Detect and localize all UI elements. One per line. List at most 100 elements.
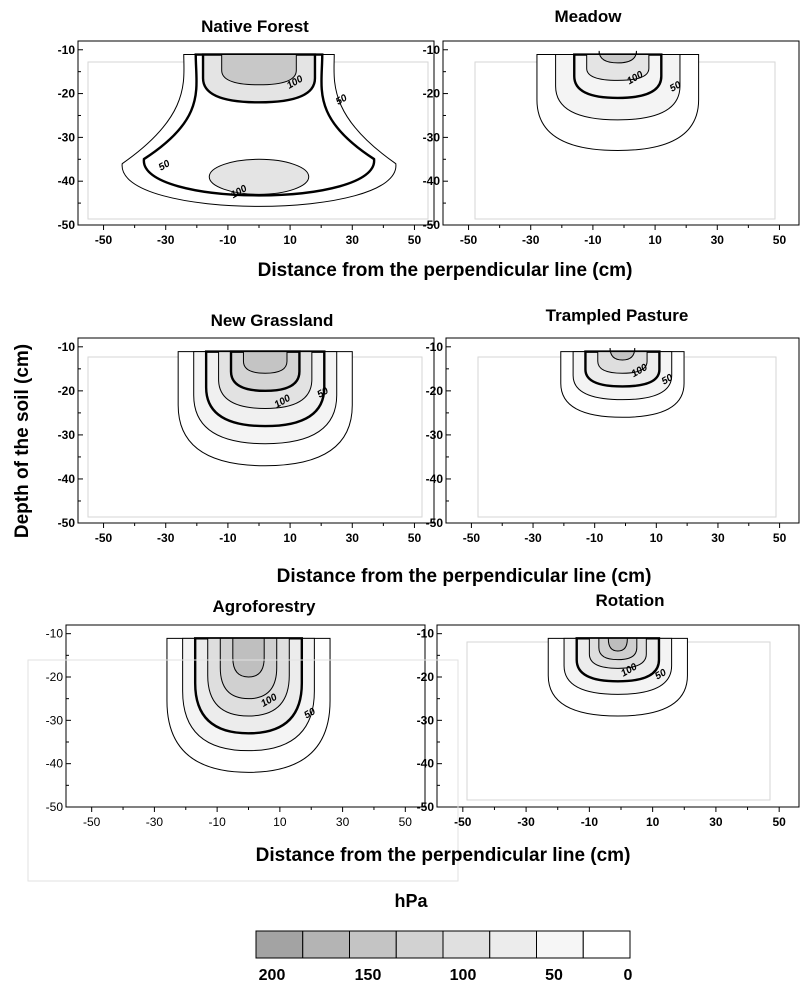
contour-band <box>609 348 636 361</box>
contour-label: 50 <box>315 385 331 400</box>
y-tick-label: -20 <box>46 670 64 684</box>
x-tick-label: -30 <box>517 815 535 829</box>
x-tick-label: -50 <box>95 531 113 545</box>
legend-swatch <box>536 930 584 959</box>
y-tick-label: -10 <box>58 340 76 354</box>
y-tick-label: -20 <box>58 384 76 398</box>
y-tick-label: -30 <box>58 130 76 144</box>
y-axis-title: Depth of the soil (cm) <box>12 344 33 538</box>
x-tick-label: -50 <box>83 815 101 829</box>
x-tick-label: 30 <box>336 815 350 829</box>
contour-label: 50 <box>302 706 318 721</box>
legend-swatch <box>582 930 631 959</box>
x-tick-label: 10 <box>646 815 660 829</box>
x-tick-label: 10 <box>648 233 662 247</box>
y-tick-label: -10 <box>417 627 435 641</box>
x-tick-label: -10 <box>219 233 237 247</box>
y-tick-label: -10 <box>426 340 444 354</box>
y-tick-label: -20 <box>417 670 435 684</box>
x-tick-label: -30 <box>157 531 175 545</box>
panel-title-new-grassland: New Grassland <box>211 311 334 330</box>
contour-band <box>221 54 297 86</box>
contour-label: 50 <box>653 667 669 682</box>
y-tick-label: -10 <box>423 43 441 57</box>
legend-swatch <box>349 930 397 959</box>
panel-new-grassland: 100 50-10-20-30-40-50-50 -30 -10 10 30 50 <box>58 337 435 545</box>
y-tick-label: -50 <box>58 218 76 232</box>
legend-swatch <box>255 930 304 959</box>
panel-title-native-forest: Native Forest <box>201 17 309 36</box>
y-tick-label: -30 <box>423 130 441 144</box>
x-tick-label: 30 <box>711 531 725 545</box>
color-legend: 200 150 100 50 0 <box>255 930 633 984</box>
x-tick-label: -30 <box>146 815 164 829</box>
x-tick-label: 30 <box>346 531 360 545</box>
panel-title-agroforestry: Agroforestry <box>213 597 317 616</box>
x-tick-label: 50 <box>773 815 787 829</box>
x-tick-label: -30 <box>522 233 540 247</box>
legend-tick-label: 150 <box>355 967 382 984</box>
contour-label: 50 <box>157 158 173 173</box>
y-tick-label: -20 <box>58 87 76 101</box>
y-tick-label: -20 <box>423 87 441 101</box>
x-tick-label: 10 <box>283 233 297 247</box>
y-tick-label: -50 <box>417 800 435 814</box>
legend-swatch <box>442 930 491 959</box>
y-tick-label: -30 <box>426 428 444 442</box>
contour-band <box>208 158 310 195</box>
legend-tick-label: 100 <box>450 967 477 984</box>
x-axis-title-3: Distance from the perpendicular line (cm… <box>256 845 631 866</box>
y-tick-label: -10 <box>46 627 64 641</box>
x-axis-title-1: Distance from the perpendicular line (cm… <box>258 260 633 281</box>
y-tick-label: -40 <box>417 757 435 771</box>
panel-title-rotation: Rotation <box>596 591 665 610</box>
x-tick-label: -30 <box>524 531 542 545</box>
x-tick-label: -50 <box>454 815 472 829</box>
y-tick-label: -40 <box>58 472 76 486</box>
panel-rotation: 100 50-10-20-30-40-50-50 -30 -10 10 30 50 <box>417 624 800 829</box>
y-tick-label: -50 <box>423 218 441 232</box>
contour-band <box>142 53 376 197</box>
contour-band <box>232 637 265 678</box>
x-tick-label: 50 <box>408 531 422 545</box>
contour-band <box>586 54 650 81</box>
x-tick-label: 50 <box>773 233 787 247</box>
x-tick-label: -10 <box>581 815 599 829</box>
y-tick-label: -40 <box>423 174 441 188</box>
plot-frame <box>77 40 435 226</box>
legend-swatch <box>395 930 444 959</box>
legend-tick-label: 200 <box>259 967 286 984</box>
x-axis-title-2: Distance from the perpendicular line (cm… <box>277 566 652 587</box>
x-tick-label: -50 <box>460 233 478 247</box>
x-tick-label: -10 <box>584 233 602 247</box>
x-tick-label: 10 <box>273 815 287 829</box>
panel-title-meadow: Meadow <box>554 7 622 26</box>
x-tick-label: -30 <box>157 233 175 247</box>
x-tick-label: 50 <box>773 531 787 545</box>
legend-swatch <box>302 930 350 959</box>
x-tick-label: -50 <box>95 233 113 247</box>
y-tick-label: -40 <box>58 174 76 188</box>
plot-frame <box>436 624 800 808</box>
x-tick-label: 50 <box>408 233 422 247</box>
plot-frame <box>65 624 426 808</box>
legend-tick-label: 0 <box>624 967 633 984</box>
contour-label: 50 <box>334 92 350 107</box>
contour-label: 50 <box>660 372 676 387</box>
x-tick-label: 10 <box>283 531 297 545</box>
legend-title: hPa <box>394 891 428 911</box>
legend-tick-label: 50 <box>545 967 563 984</box>
x-tick-label: -10 <box>208 815 226 829</box>
panel-trampled-pasture: 100 50-10-20-30-40-50-50 -30 -10 10 30 50 <box>426 337 800 545</box>
legend-swatch <box>489 930 537 959</box>
contour-band <box>597 351 648 374</box>
stray-frame <box>27 659 459 882</box>
y-tick-label: -50 <box>426 516 444 530</box>
x-tick-label: 10 <box>650 531 664 545</box>
y-tick-label: -20 <box>426 384 444 398</box>
x-tick-label: 30 <box>346 233 360 247</box>
contour-label: 50 <box>668 79 684 94</box>
